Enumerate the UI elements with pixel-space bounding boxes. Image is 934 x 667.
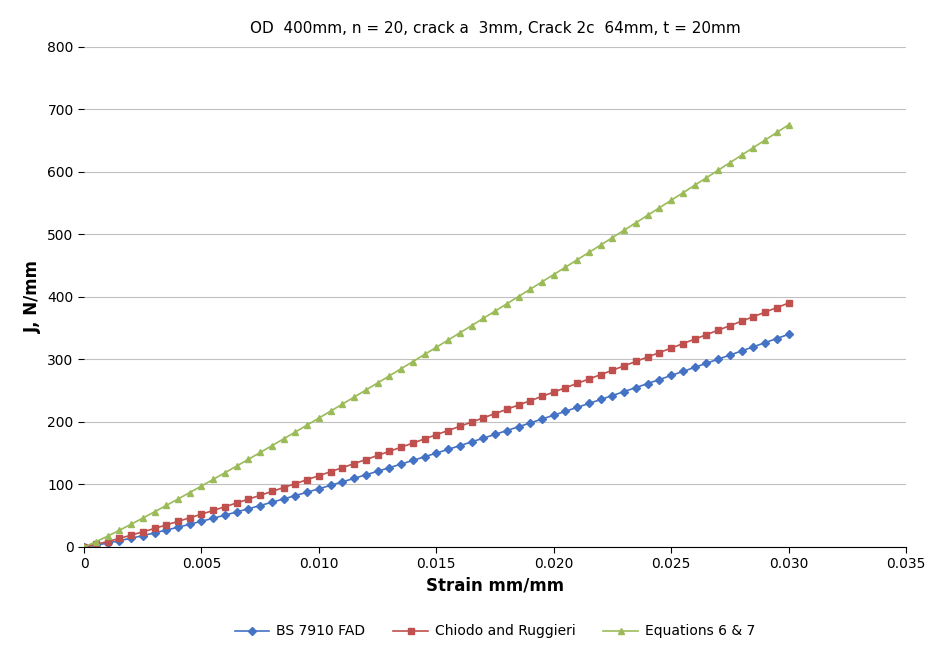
Chiodo and Ruggieri (243, 495, 254, 503)
Equations 6 & 7 (689, 181, 700, 189)
BS 7910 FAD (502, 427, 513, 435)
Chiodo and Ruggieri (219, 503, 231, 511)
BS 7910 FAD (325, 482, 336, 490)
Equations 6 & 7 (502, 300, 513, 308)
Y-axis label: J, N/mm: J, N/mm (23, 260, 42, 334)
Chiodo and Ruggieri (783, 299, 794, 307)
Equations 6 & 7 (243, 456, 254, 464)
BS 7910 FAD (454, 442, 465, 450)
Equations 6 & 7 (454, 329, 465, 337)
X-axis label: Strain mm/mm: Strain mm/mm (426, 577, 564, 595)
BS 7910 FAD (689, 364, 700, 372)
Chiodo and Ruggieri (78, 543, 90, 551)
BS 7910 FAD (78, 543, 90, 551)
Title: OD  400mm, n = 20, crack a  3mm, Crack 2c  64mm, t = 20mm: OD 400mm, n = 20, crack a 3mm, Crack 2c … (249, 21, 741, 36)
Legend: BS 7910 FAD, Chiodo and Ruggieri, Equations 6 & 7: BS 7910 FAD, Chiodo and Ruggieri, Equati… (229, 619, 761, 644)
Equations 6 & 7 (325, 407, 336, 415)
BS 7910 FAD (219, 511, 231, 519)
Line: Chiodo and Ruggieri: Chiodo and Ruggieri (81, 300, 791, 550)
Equations 6 & 7 (219, 469, 231, 477)
Chiodo and Ruggieri (454, 422, 465, 430)
Chiodo and Ruggieri (502, 406, 513, 414)
BS 7910 FAD (783, 330, 794, 338)
Chiodo and Ruggieri (325, 468, 336, 476)
Equations 6 & 7 (783, 121, 794, 129)
Equations 6 & 7 (78, 543, 90, 551)
Chiodo and Ruggieri (689, 336, 700, 344)
Line: BS 7910 FAD: BS 7910 FAD (81, 331, 791, 550)
Line: Equations 6 & 7: Equations 6 & 7 (80, 121, 792, 550)
BS 7910 FAD (243, 505, 254, 513)
